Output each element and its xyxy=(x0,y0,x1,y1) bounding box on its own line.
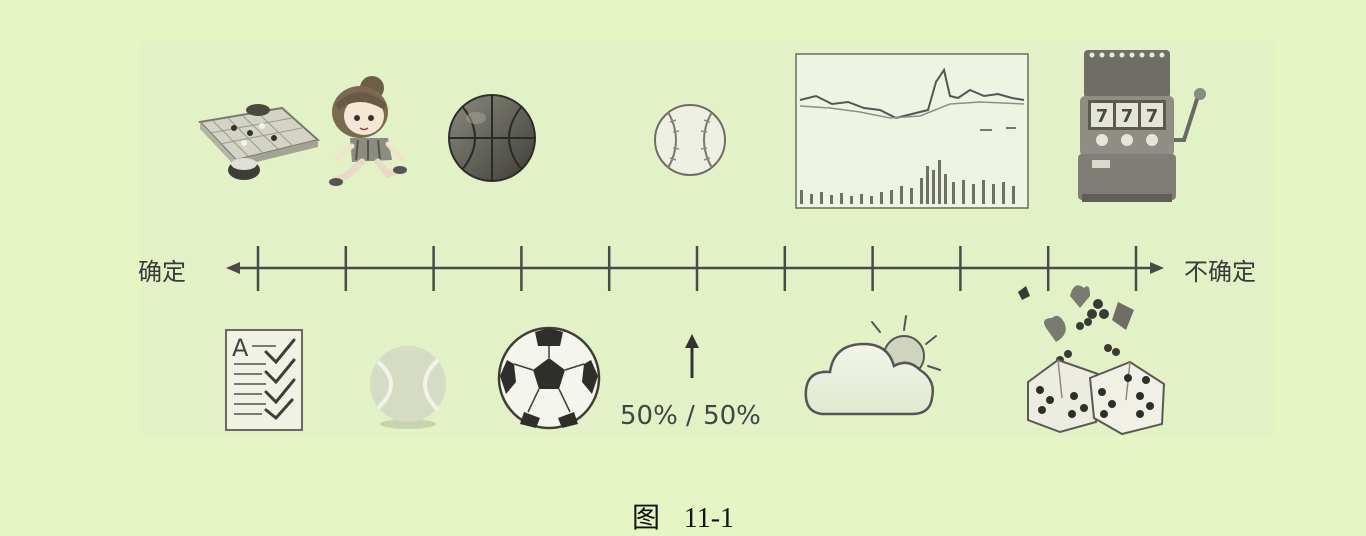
svg-text:A: A xyxy=(232,334,249,362)
fifty-fifty-label: 50% / 50% xyxy=(620,401,761,431)
running-girl-icon xyxy=(329,76,407,186)
slot-machine-icon: 7 7 7 xyxy=(1078,50,1206,202)
axis-arrow-left xyxy=(226,262,240,274)
axis-ticks xyxy=(256,246,1138,291)
go-board-icon xyxy=(197,104,321,180)
axis-arrow-right xyxy=(1150,262,1164,274)
uncertain-label: 不确定 xyxy=(1184,258,1256,286)
up-arrow-icon xyxy=(685,334,699,378)
baseball-icon xyxy=(654,104,726,176)
soccer-ball-icon xyxy=(497,326,601,430)
figure-caption: 图 11-1 xyxy=(0,496,1366,536)
certain-label: 确定 xyxy=(138,258,186,286)
dice-cards-icon xyxy=(1018,285,1166,436)
basketball-icon xyxy=(448,94,536,182)
caption-number: 11-1 xyxy=(683,503,735,534)
exam-checklist-icon: A xyxy=(225,329,303,431)
slot-reel-2: 7 xyxy=(1121,106,1134,127)
slot-reel-1: 7 xyxy=(1096,106,1109,127)
slot-reel-3: 7 xyxy=(1146,106,1159,127)
tennis-ball-icon xyxy=(370,346,446,429)
caption-prefix: 图 xyxy=(631,503,660,534)
certainty-axis xyxy=(226,246,1164,291)
stock-chart-icon xyxy=(795,53,1029,209)
cloud-sun-icon xyxy=(804,315,941,416)
